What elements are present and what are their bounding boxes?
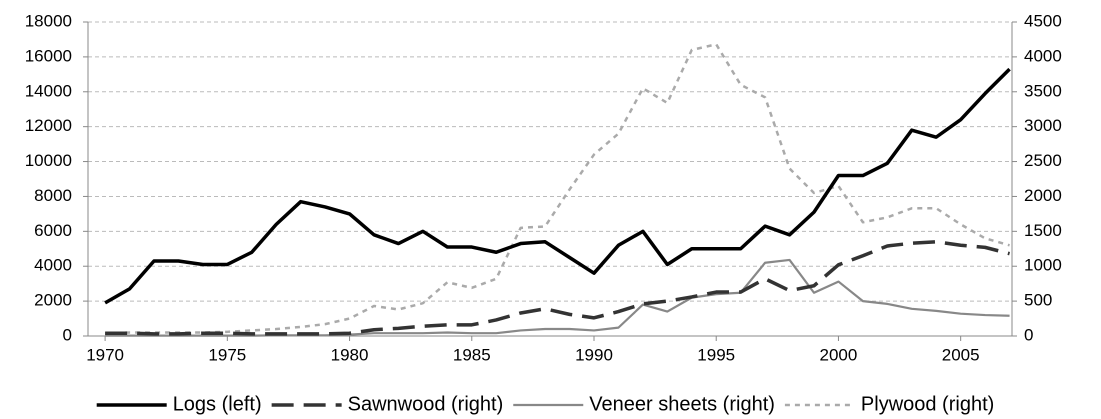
y-tick-label: 18000 <box>25 11 72 30</box>
y2-tick-label: 2500 <box>1024 151 1062 170</box>
x-tick-label: 2000 <box>820 345 858 364</box>
x-tick-label: 1995 <box>697 345 735 364</box>
legend-label: Logs (left) <box>173 393 262 415</box>
y-tick-label: 12000 <box>25 116 72 135</box>
series-line <box>105 258 1010 337</box>
legend-label: Veneer sheets (right) <box>589 393 775 415</box>
x-tick-label: 1975 <box>208 345 246 364</box>
y2-tick-label: 1000 <box>1024 256 1062 275</box>
y2-tick-label: 4500 <box>1024 11 1062 30</box>
y2-tick-label: 500 <box>1024 291 1052 310</box>
y-tick-label: 10000 <box>25 151 72 170</box>
y-tick-label: 6000 <box>34 221 72 240</box>
y2-tick-label: 0 <box>1024 325 1033 344</box>
x-tick-label: 1970 <box>86 345 124 364</box>
y-tick-label: 16000 <box>25 46 72 65</box>
y2-tick-label: 3000 <box>1024 116 1062 135</box>
y2-tick-label: 3500 <box>1024 81 1062 100</box>
x-tick-label: 1990 <box>575 345 613 364</box>
series-line <box>105 43 1010 335</box>
x-tick-label: 1980 <box>331 345 369 364</box>
y2-tick-label: 1500 <box>1024 221 1062 240</box>
series-line <box>104 67 1011 305</box>
x-tick-label: 2005 <box>942 345 980 364</box>
y-tick-label: 0 <box>63 325 72 344</box>
y2-tick-label: 4000 <box>1024 46 1062 65</box>
y2-tick-label: 2000 <box>1024 186 1062 205</box>
y-tick-label: 14000 <box>25 81 72 100</box>
y-tick-label: 4000 <box>34 256 72 275</box>
legend-label: Sawnwood (right) <box>348 393 504 415</box>
legend-label: Plywood (right) <box>861 393 994 415</box>
y-tick-label: 8000 <box>34 186 72 205</box>
series-line <box>105 240 1010 336</box>
y-tick-label: 2000 <box>34 291 72 310</box>
x-tick-label: 1985 <box>453 345 491 364</box>
